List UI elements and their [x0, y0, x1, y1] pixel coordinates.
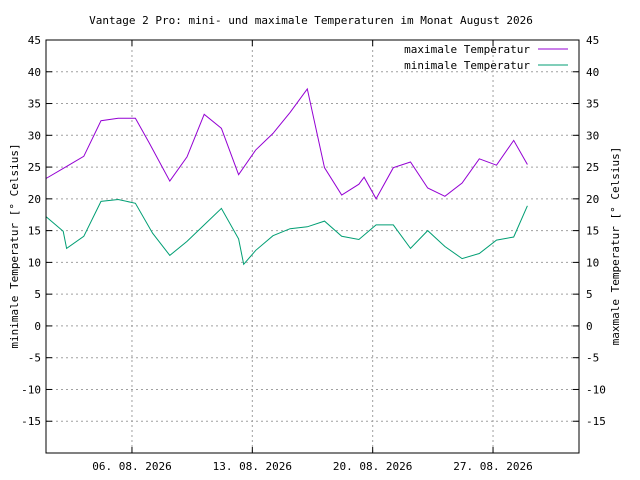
y-tick-label-left: 5	[34, 288, 41, 301]
y-tick-label-right: 0	[586, 320, 593, 333]
y-axis-label-left: minimale Temperatur [° Celsius]	[8, 143, 21, 348]
y-tick-label-right: 40	[586, 66, 599, 79]
y-tick-label-left: 40	[28, 66, 41, 79]
axis-ticks: -15 -15 -10 -10 -5 -5 0 0 5 5 10 10 15 15 20 20 25 25 30 30…	[21, 34, 606, 473]
y-tick-label-left: 30	[28, 129, 41, 142]
y-tick-label-right: 5	[586, 288, 593, 301]
series-lines	[45, 87, 528, 266]
x-tick-label: 20. 08. 2026	[333, 460, 412, 473]
y-tick-label-left: 15	[28, 225, 41, 238]
y-tick-label-left: 35	[28, 98, 41, 111]
x-tick-label: 27. 08. 2026	[453, 460, 532, 473]
y-tick-label-right: 30	[586, 129, 599, 142]
y-tick-label-left: 10	[28, 256, 41, 269]
y-axis-label-right: maxmale Temperatur [° Celsius]	[609, 147, 622, 346]
y-tick-label-right: -15	[586, 415, 606, 428]
x-tick-label: 06. 08. 2026	[92, 460, 171, 473]
y-tick-label-right: -5	[586, 352, 599, 365]
y-tick-label-left: 45	[28, 34, 41, 47]
y-tick-label-right: -10	[586, 383, 606, 396]
y-tick-label-left: -10	[21, 383, 41, 396]
y-tick-label-left: -15	[21, 415, 41, 428]
y-tick-label-left: 0	[34, 320, 41, 333]
y-tick-label-right: 25	[586, 161, 599, 174]
y-tick-label-right: 15	[586, 225, 599, 238]
plot-frame	[45, 39, 580, 454]
y-tick-label-right: 20	[586, 193, 599, 206]
y-tick-label-left: -5	[28, 352, 41, 365]
y-tick-label-right: 10	[586, 256, 599, 269]
series-line-min	[45, 198, 528, 266]
series-line-max	[45, 87, 528, 200]
legend: maximale Temperatur minimale Temperatur	[404, 43, 568, 72]
y-tick-label-left: 25	[28, 161, 41, 174]
legend-label-max: maximale Temperatur	[404, 43, 530, 56]
y-tick-label-left: 20	[28, 193, 41, 206]
x-tick-label: 13. 08. 2026	[213, 460, 292, 473]
chart-title: Vantage 2 Pro: mini- und maximale Temper…	[89, 14, 533, 27]
y-tick-label-right: 35	[586, 98, 599, 111]
y-tick-label-right: 45	[586, 34, 599, 47]
legend-label-min: minimale Temperatur	[404, 59, 530, 72]
grid-lines	[46, 40, 579, 453]
